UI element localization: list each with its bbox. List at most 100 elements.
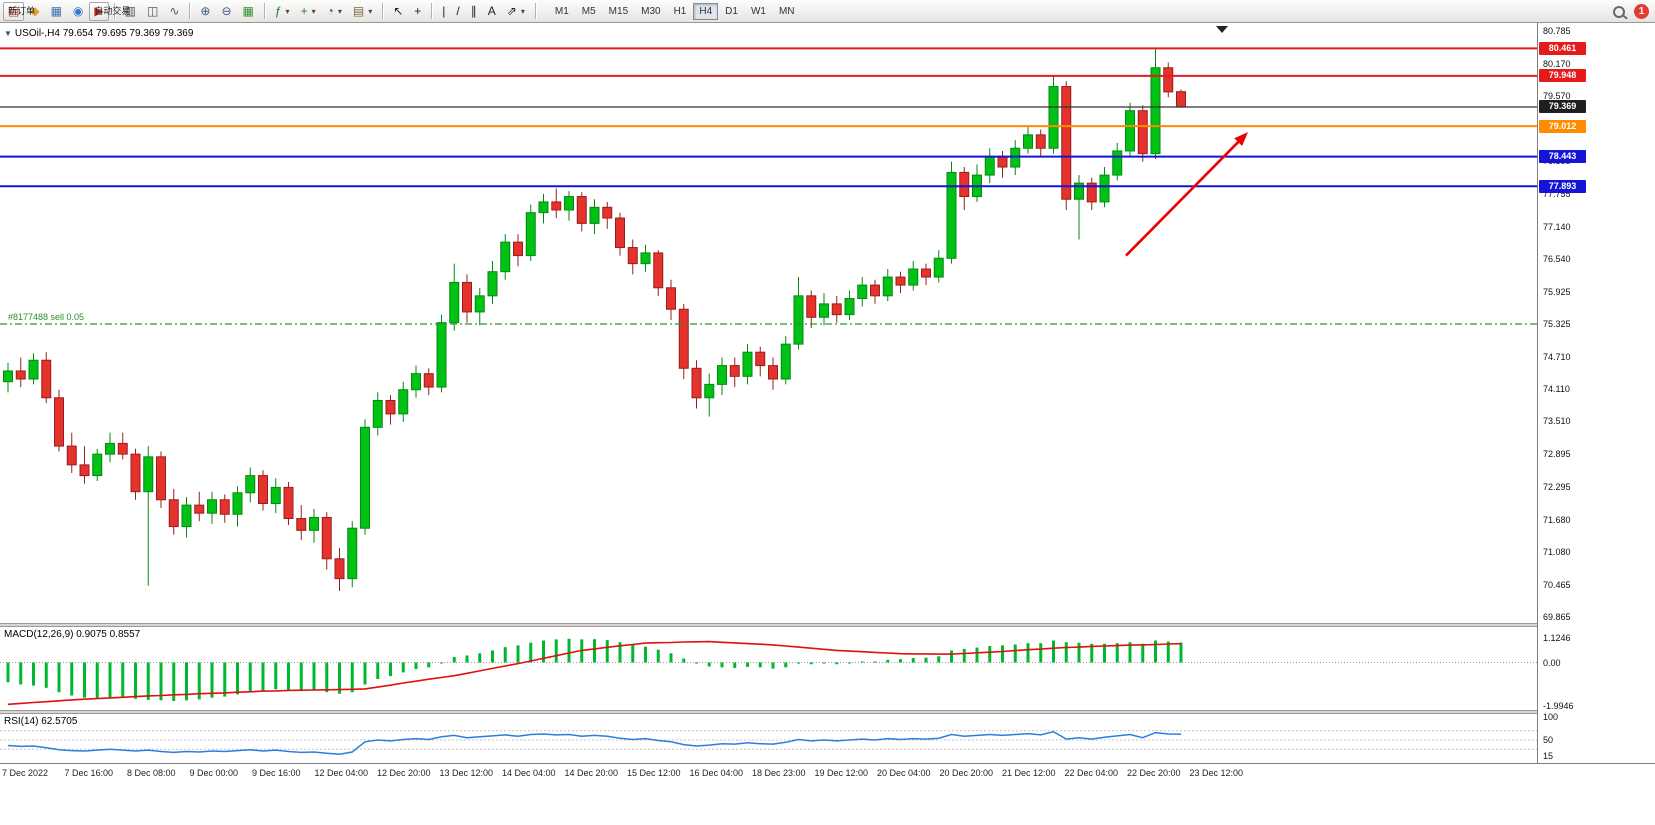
market-watch-button[interactable]: ◆ [25,2,44,21]
line-chart-icon: ∿ [169,4,180,18]
candle-chart-button[interactable]: ◫ [142,2,163,21]
dropdown-caret-icon: ▾ [520,6,525,16]
trend-arrow-annotation[interactable] [1125,132,1248,257]
rsi-label: RSI(14) 62.5705 [4,716,78,727]
time-axis[interactable]: 7 Dec 2022 7 Dec 16:00 8 Dec 08:00 9 Dec 00… [0,763,1655,783]
zoom-in-icon: ⊕ [200,4,211,18]
new-chart-button[interactable]: + ▾ [296,2,321,21]
navigator-button[interactable]: ◉ [68,2,88,21]
macd-tick: -1.9946 [1543,701,1574,711]
rsi-tick: 100 [1543,712,1559,722]
equidistant-channel-icon: ∥ [470,4,477,18]
price-axis[interactable]: 80.78580.17079.57078.95578.35577.75577.1… [1537,23,1655,763]
horizontal-price-lines[interactable] [0,47,1537,325]
collapse-triangle-icon[interactable]: ▼ [4,29,12,38]
timeframe-m5-button[interactable]: M5 [576,3,602,20]
macd-tick: 0.00 [1543,658,1561,668]
bar-chart-button[interactable]: ▥ [120,2,141,21]
market-watch-icon: ◆ [30,4,40,18]
vertical-line-button[interactable]: | [437,2,450,21]
text-button[interactable]: A [483,2,501,21]
price-tick: 70.465 [1543,580,1571,590]
text-icon: A [487,4,496,18]
chart-canvas[interactable] [0,23,1537,623]
zoom-in-button[interactable]: ⊕ [195,2,215,21]
price-tick: 75.925 [1543,287,1571,297]
chart-shift-marker[interactable] [1216,26,1228,33]
indicators-button[interactable]: ƒ ▾ [270,2,295,21]
zoom-out-icon: ⊖ [221,4,232,18]
price-tick: 72.295 [1543,482,1571,492]
timeframe-w1-button[interactable]: W1 [745,3,772,20]
time-label: 12 Dec 20:00 [377,768,431,778]
new-order-button[interactable]: ▤ 新订单 [3,1,35,21]
timeframe-mn-button[interactable]: MN [773,3,801,20]
vertical-line-icon: | [442,4,446,18]
new-order-button-label: 新订单 [8,6,36,16]
price-line-label: 79.012 [1539,120,1586,133]
macd-tick: 1.1246 [1543,633,1571,643]
dropdown-caret-icon: ▾ [285,6,290,16]
templates-button[interactable]: ▤ ▾ [348,2,377,21]
dropdown-caret-icon: ▾ [337,6,342,16]
toolbar: ▤ 新订单 ◆ ▦ ◉ ▶ 自动交易 ▥ ◫ ∿ ⊕ ⊖ ▦ ƒ ▾ + ▾ ◔ ▾ ▤ ▾ ↖ + | / ∥ A ⇗ ▾ M1 M5 M1… [0,0,1655,23]
macd-canvas [0,638,1537,706]
time-label: 16 Dec 04:00 [689,768,744,778]
dropdown-caret-icon: ▾ [311,6,316,16]
time-label: 7 Dec 16:00 [64,768,114,778]
time-label: 13 Dec 12:00 [439,768,494,778]
panel-splitter[interactable] [0,623,1655,627]
autotrade-icon: ▶ [94,4,104,18]
symbol-info: ▼ USOil-,H4 79.654 79.695 79.369 79.369 [4,28,194,39]
macd-label: MACD(12,26,9) 0.9075 0.8557 [4,629,141,640]
line-chart-button[interactable]: ∿ [164,2,184,21]
crosshair-button[interactable]: + [409,2,426,21]
search-icon[interactable] [1613,5,1625,18]
price-line-label: 77.893 [1539,180,1586,193]
timeframe-m1-button[interactable]: M1 [549,3,575,20]
macd-signal-line [7,640,1182,706]
time-label: 22 Dec 04:00 [1064,768,1119,778]
navigator-icon: ◉ [72,4,84,18]
timeframe-d1-button[interactable]: D1 [719,3,744,20]
time-label: 7 Dec 2022 [2,768,49,778]
autotrade-button[interactable]: ▶ 自动交易 [89,1,130,21]
price-tick: 69.865 [1543,612,1571,622]
price-line-label: 79.948 [1539,69,1586,82]
price-chart-panel[interactable]: ▼ USOil-,H4 79.654 79.695 79.369 79.369 #… [0,23,1537,623]
data-window-button[interactable]: ▦ [46,2,67,21]
toolbar-separator [382,3,384,19]
channel-button[interactable]: ∥ [466,2,482,21]
arrows-button[interactable]: ⇗ ▾ [502,2,530,21]
trendline-button[interactable]: / [451,2,464,21]
timeframe-h1-button[interactable]: H1 [668,3,693,20]
price-tick: 80.785 [1543,26,1571,36]
toolbar-right-group: 1 [1613,0,1649,23]
tile-windows-button[interactable]: ▦ [238,2,259,21]
notification-badge[interactable]: 1 [1634,4,1649,19]
timeframe-m30-button[interactable]: M30 [635,3,666,20]
time-label: 20 Dec 04:00 [877,768,931,778]
toolbar-separator [431,3,433,19]
periods-button[interactable]: ◔ ▾ [322,2,347,21]
timeframe-m15-button[interactable]: M15 [603,3,634,20]
price-tick: 73.510 [1543,416,1571,426]
price-tick: 71.080 [1543,547,1571,557]
panel-splitter[interactable] [0,710,1655,714]
time-label: 19 Dec 12:00 [814,768,869,778]
macd-panel[interactable]: MACD(12,26,9) 0.9075 0.8557 [0,627,1537,710]
toolbar-separator [189,3,191,19]
time-label: 8 Dec 08:00 [127,768,176,778]
order-line-label[interactable]: #8177488 sell 0.05 [8,312,85,322]
toolbar-separator [263,3,265,19]
trendline-icon: / [456,4,460,18]
time-label: 14 Dec 20:00 [564,768,619,778]
timeframe-group: M1 M5 M15 M30 H1 H4 D1 W1 MN [549,2,801,20]
zoom-out-button[interactable]: ⊖ [216,2,236,21]
timeframe-h4-button[interactable]: H4 [693,2,719,20]
rsi-panel[interactable]: RSI(14) 62.5705 [0,714,1537,763]
cursor-button[interactable]: ↖ [388,2,408,21]
price-tick: 76.540 [1543,254,1571,264]
price-tick: 77.755 [1543,189,1571,199]
autotrade-button-label: 自动交易 [94,6,131,16]
